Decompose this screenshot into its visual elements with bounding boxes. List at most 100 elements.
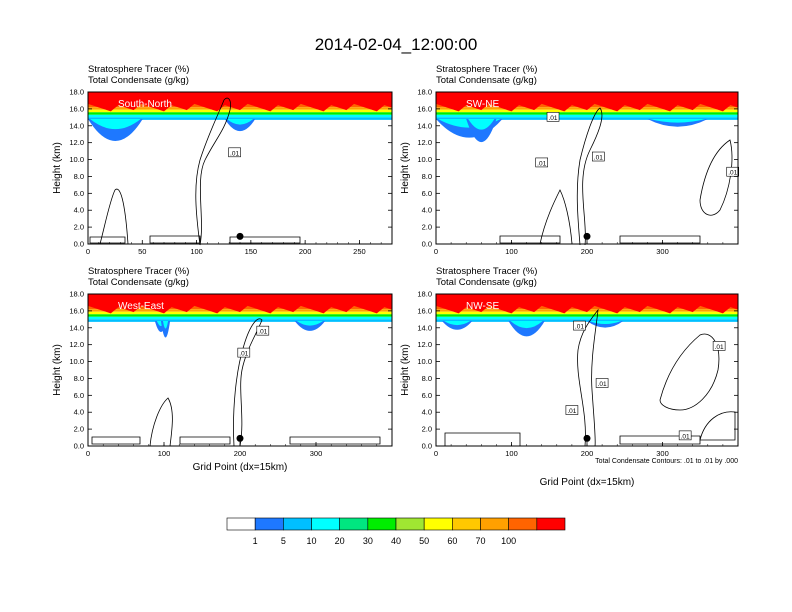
colorbar-label-6: 50 [419,536,429,546]
condensate-contour-4 [229,236,301,244]
y-tick-label: 10.0 [69,357,84,366]
y-tick-label: 14.0 [69,323,84,332]
region-label: South-North [118,99,172,110]
colorbar-label-4: 30 [363,536,373,546]
y-tick-label: 12.0 [417,340,432,349]
location-marker [236,434,244,442]
panel-title-line-1: Stratosphere Tracer (%) [436,64,537,75]
panel-title-line-2: Total Condensate (g/kg) [436,75,537,86]
x-tick-label: 100 [505,247,518,256]
condensate-contour-0 [233,318,263,447]
condensate-contour-1 [149,397,173,447]
x-tick-label: 50 [138,247,146,256]
colorbar-swatch-3 [311,517,340,531]
condensate-contour-1 [99,188,129,245]
tracer-red-cap [88,92,392,112]
panel-sw-ne: .01 .01 .01 .01 0.0 2.0 4.0 6.0 8.0 10.0 12.0 14.0 1… [400,64,740,256]
y-tick-label: 18.0 [417,290,432,299]
x-tick-label: 200 [581,247,594,256]
green-intrusion-1 [226,119,254,125]
x-tick-label: 0 [434,449,438,458]
colorbar-label-9: 100 [501,536,516,546]
contour-label-0: .01 [230,150,239,157]
x-tick-label: 0 [434,247,438,256]
x-tick-label: 300 [310,449,323,458]
y-axis-label: Height (km) [52,142,63,194]
condensate-contour-2 [89,236,126,244]
condensate-contour-3 [619,435,701,445]
contour-label-box-1 [535,157,549,168]
x-tick-label: 200 [234,449,247,458]
tracer-band-3 [88,109,392,113]
colorbar-label-1: 5 [281,536,286,546]
panel-title-line-2: Total Condensate (g/kg) [88,277,189,288]
tracer-band-5 [436,316,738,320]
y-tick-label: 8.0 [74,374,84,383]
colorbar-swatch-6 [395,517,425,531]
y-tick-label: 16.0 [417,104,432,113]
y-tick-label: 12.0 [69,138,84,147]
colorbar-swatch-0 [226,517,256,531]
contour-label-box-0 [546,112,560,122]
contour-label-box-1 [712,341,726,351]
y-tick-label: 0.0 [74,442,84,451]
condensate-contour-0 [576,107,603,246]
contour-label-1: .01 [715,344,724,351]
location-marker [236,232,244,240]
green-intrusion-2 [589,321,622,325]
contour-label-3: .01 [567,408,576,415]
x-axis-label: Grid Point (dx=15km) [540,477,635,488]
y-tick-label: 14.0 [417,121,432,130]
panel-title-line-1: Stratosphere Tracer (%) [436,266,537,277]
green-intrusion-0 [90,119,141,130]
y-axis-label: Height (km) [52,344,63,396]
colorbar: 1 5 10 20 30 40 50 60 70 100 [226,517,566,546]
tracer-band-5 [88,316,392,320]
y-tick-label: 18.0 [69,88,84,97]
y-tick-label: 14.0 [69,121,84,130]
y-tick-label: 8.0 [74,172,84,181]
contour-label-box-0 [228,147,241,158]
y-tick-label: 8.0 [422,374,432,383]
tracer-band-5 [88,114,392,118]
y-tick-label: 10.0 [417,155,432,164]
main-title: 2014-02-04_12:00:00 [315,35,478,54]
x-tick-label: 200 [581,449,594,458]
tracer-band-5 [436,114,738,118]
contour-label-4: .01 [681,433,690,440]
y-tick-label: 4.0 [74,408,84,417]
contour-label-0: .01 [258,329,267,336]
contour-label-box-0 [256,325,270,336]
tracer-band-3 [436,109,738,113]
contour-label-0: .01 [575,324,584,331]
x-tick-label: 300 [656,449,669,458]
tracer-band-6 [88,117,392,120]
condensate-contour-1 [659,333,720,411]
y-tick-label: 0.0 [422,240,432,249]
tracer-band-6 [88,319,392,322]
y-tick-label: 8.0 [422,172,432,181]
location-marker [583,232,591,240]
contour-label-box-2 [595,378,609,388]
region-label: NW-SE [466,301,499,312]
tracer-band-6 [436,319,738,322]
contour-label-1: .01 [537,160,546,167]
colorbar-swatch-8 [452,517,481,531]
contour-label-2: .01 [598,381,607,388]
colorbar-label-7: 60 [447,536,457,546]
colorbar-swatch-2 [283,517,312,531]
blue-intrusion-2 [160,321,171,338]
colorbar-swatch-10 [508,517,538,531]
location-marker [583,434,591,442]
y-tick-label: 10.0 [69,155,84,164]
contour-label-box-1 [237,347,251,358]
y-tick-label: 12.0 [417,138,432,147]
y-tick-label: 18.0 [417,88,432,97]
tracer-band-3 [88,311,392,315]
panel-title-line-1: Stratosphere Tracer (%) [88,266,189,277]
condensate-contour-2 [91,436,141,445]
green-intrusion-0 [444,321,471,326]
y-tick-label: 14.0 [417,323,432,332]
tracer-band-4 [88,314,392,317]
colorbar-swatch-4 [339,517,369,531]
